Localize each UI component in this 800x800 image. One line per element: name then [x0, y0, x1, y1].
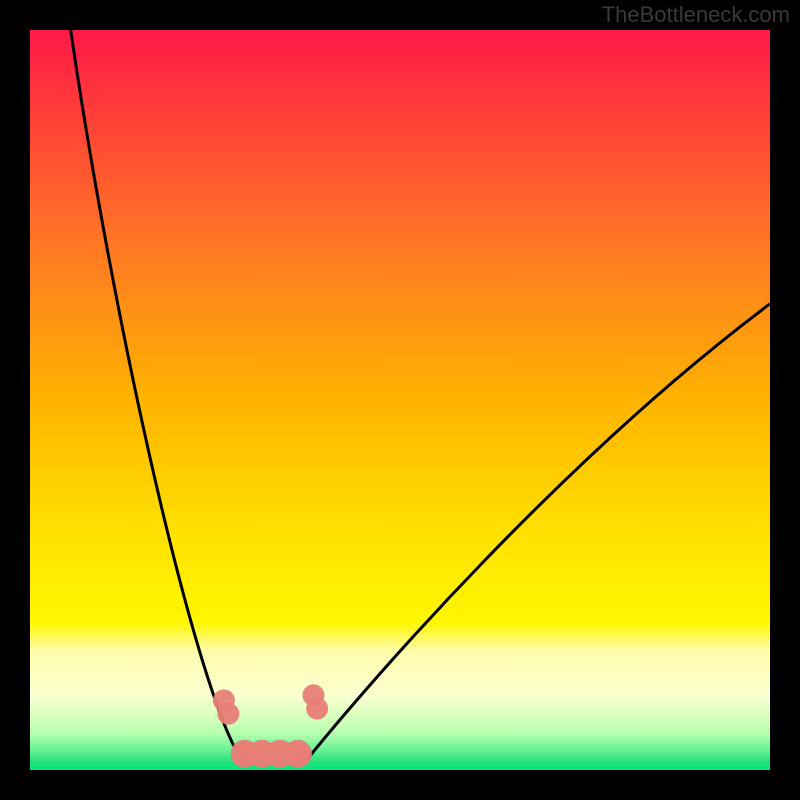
watermark-text: TheBottleneck.com — [602, 2, 790, 28]
marker-side — [217, 703, 239, 725]
chart-frame: TheBottleneck.com — [0, 0, 800, 800]
gradient-background — [30, 30, 770, 770]
plot-area — [30, 30, 770, 770]
marker-bottom — [284, 740, 312, 768]
marker-side — [306, 698, 328, 720]
chart-svg — [30, 30, 770, 770]
